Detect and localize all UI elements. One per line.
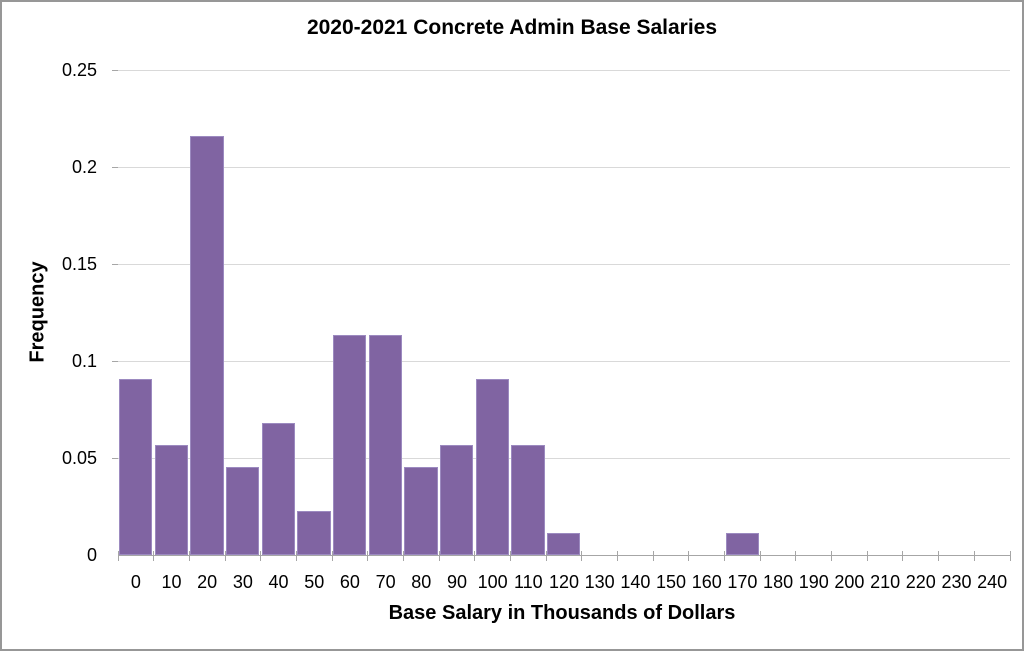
y-axis-tick-label: 0.15	[61, 254, 97, 274]
histogram-bar	[511, 445, 545, 555]
x-axis-tick-label: 110	[513, 572, 543, 592]
histogram-bar	[368, 335, 402, 555]
y-axis-tick	[112, 457, 118, 459]
x-axis-tick-label: 220	[905, 572, 936, 592]
x-axis-title: Base Salary in Thousands of Dollars	[388, 602, 736, 624]
y-axis-tick	[112, 69, 118, 71]
y-axis-tick	[112, 360, 118, 362]
x-axis-tick-label: 140	[620, 572, 651, 592]
plot-area	[117, 69, 1011, 561]
histogram-bar	[190, 136, 224, 555]
x-axis-tick	[902, 551, 904, 561]
y-axis-tick-label: 0.05	[61, 448, 97, 468]
x-axis-tick	[188, 551, 190, 561]
x-axis-tick	[402, 551, 404, 561]
histogram-bar	[725, 533, 759, 555]
y-axis-tick-label: 0	[86, 545, 97, 565]
x-axis-tick	[688, 551, 690, 561]
x-axis-line	[118, 555, 1010, 556]
x-axis-tick-label: 210	[870, 572, 901, 592]
x-axis-tick	[724, 551, 726, 561]
histogram-bar	[440, 445, 474, 555]
x-axis-tick	[652, 551, 654, 561]
x-axis-tick-label: 70	[375, 572, 396, 592]
x-axis-tick-label: 30	[232, 572, 253, 592]
y-axis-tick-label: 0.25	[61, 60, 97, 80]
x-axis-tick	[260, 551, 262, 561]
histogram-bar	[154, 445, 188, 555]
x-axis-tick-label: 80	[411, 572, 432, 592]
x-axis-tick	[367, 551, 369, 561]
x-axis-tick-label: 0	[130, 572, 141, 592]
histogram-bar	[119, 379, 153, 555]
x-axis-tick	[509, 551, 511, 561]
x-axis-tick	[831, 551, 833, 561]
x-axis-tick	[795, 551, 797, 561]
x-axis-tick-label: 230	[941, 572, 972, 592]
y-gridline	[118, 457, 1010, 459]
y-gridline	[118, 69, 1010, 71]
y-axis-tick	[112, 263, 118, 265]
x-axis-tick-label: 90	[446, 572, 467, 592]
y-gridline	[118, 263, 1010, 265]
histogram-bar	[333, 335, 367, 555]
x-axis-tick-label: 170	[727, 572, 758, 592]
x-axis-tick-label: 150	[656, 572, 687, 592]
x-axis-tick-label: 180	[763, 572, 794, 592]
histogram-bar	[261, 423, 295, 555]
x-axis-tick-label: 130	[584, 572, 615, 592]
x-axis-tick	[117, 551, 119, 561]
x-axis-tick	[938, 551, 940, 561]
x-axis-tick	[581, 551, 583, 561]
histogram-bar	[226, 467, 260, 555]
y-axis-tick-label: 0.2	[71, 157, 97, 177]
histogram-bar	[297, 511, 331, 555]
x-axis-tick-label: 50	[304, 572, 325, 592]
x-axis-tick-label: 10	[161, 572, 182, 592]
x-axis-tick-label: 20	[197, 572, 218, 592]
x-axis-tick-label: 200	[834, 572, 865, 592]
x-axis-tick	[295, 551, 297, 561]
y-axis-tick	[112, 166, 118, 168]
y-gridline	[118, 166, 1010, 168]
x-axis-tick-label: 190	[798, 572, 829, 592]
x-axis-tick	[866, 551, 868, 561]
x-axis-tick	[545, 551, 547, 561]
y-gridline	[118, 360, 1010, 362]
histogram-bar	[475, 379, 509, 555]
x-axis-tick-label: 160	[691, 572, 722, 592]
x-axis-tick	[331, 551, 333, 561]
x-axis-tick-label: 40	[268, 572, 289, 592]
y-axis-tick-label: 0.1	[71, 351, 97, 371]
histogram-bar	[547, 533, 581, 555]
x-axis-tick	[474, 551, 476, 561]
x-axis-tick	[153, 551, 155, 561]
x-axis-tick	[224, 551, 226, 561]
y-axis-title: Frequency	[26, 261, 49, 363]
x-axis-tick-label: 120	[548, 572, 580, 592]
x-axis-tick	[1009, 551, 1011, 561]
chart-title: 2020-2021 Concrete Admin Base Salaries	[306, 16, 718, 39]
x-axis-tick	[759, 551, 761, 561]
x-axis-tick	[617, 551, 619, 561]
x-axis-tick	[438, 551, 440, 561]
x-axis-tick	[973, 551, 975, 561]
histogram-bar	[404, 467, 438, 555]
x-axis-tick-label: 240	[977, 572, 1008, 592]
x-axis-tick-label: 100	[477, 572, 508, 592]
x-axis-tick-label: 60	[339, 572, 360, 592]
